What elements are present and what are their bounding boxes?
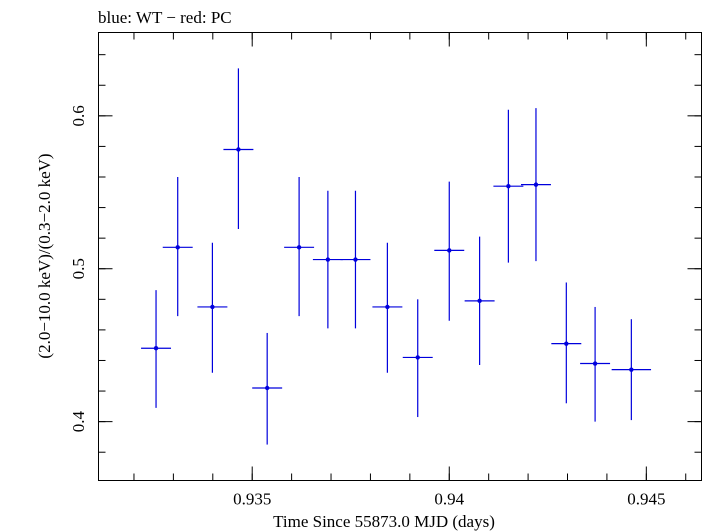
y-tick-label: 0.4	[69, 411, 88, 433]
data-marker	[210, 304, 215, 310]
axis-tick-labels: 0.935 0.94 0.945 0.4 0.5 0.6	[69, 105, 665, 508]
data-point	[223, 68, 254, 229]
data-point	[141, 290, 172, 408]
chart-title: blue: WT − red: PC	[98, 8, 232, 27]
data-marker	[236, 147, 241, 152]
data-marker	[564, 341, 569, 346]
x-tick-label: 0.935	[233, 490, 271, 509]
y-tick-label: 0.6	[69, 105, 88, 126]
data-marker	[264, 385, 270, 391]
data-point	[493, 109, 524, 263]
data-point	[162, 176, 193, 317]
data-marker	[153, 346, 159, 351]
data-point	[580, 306, 611, 422]
data-marker	[447, 248, 452, 253]
data-point	[252, 332, 283, 445]
data-point	[520, 108, 551, 262]
data-marker	[592, 361, 598, 366]
data-point	[402, 299, 433, 418]
data-marker	[353, 257, 358, 262]
axis-ticks	[98, 32, 702, 481]
x-tick-label: 0.945	[627, 490, 665, 509]
y-axis-label: (2.0−10.0 keV)/(0.3−2.0 keV)	[35, 153, 54, 358]
data-marker	[175, 245, 180, 250]
data-point	[551, 282, 582, 404]
data-marker	[296, 245, 302, 250]
data-marker	[477, 298, 482, 304]
data-marker	[325, 257, 331, 262]
data-marker	[533, 182, 539, 187]
data-marker	[385, 304, 390, 310]
data-point	[464, 236, 495, 366]
data-marker	[506, 183, 511, 189]
y-tick-label: 0.5	[69, 258, 88, 279]
data-point	[340, 190, 371, 329]
data-marker	[629, 367, 634, 372]
data-point	[434, 181, 465, 321]
data-point	[197, 242, 228, 373]
data-marker	[415, 355, 420, 360]
x-tick-label: 0.94	[434, 490, 464, 509]
data-point	[312, 190, 343, 329]
x-axis-label: Time Since 55873.0 MJD (days)	[273, 512, 495, 531]
data-point	[284, 176, 315, 317]
plot-frame	[98, 32, 702, 481]
data-point	[372, 242, 403, 373]
data-point	[611, 319, 652, 421]
data-points	[141, 68, 652, 445]
